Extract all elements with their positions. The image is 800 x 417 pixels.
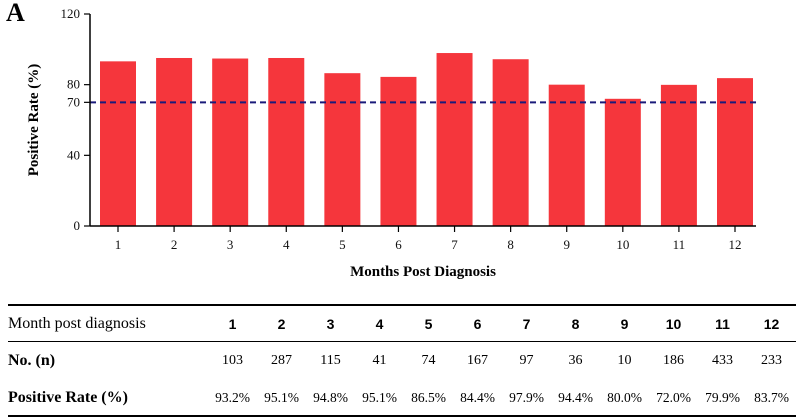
table-header-row: Month post diagnosis 1 2 3 4 5 6 7 8 9 10 11 12 bbox=[8, 304, 796, 342]
panel-label: A bbox=[6, 0, 25, 27]
bar bbox=[212, 58, 249, 226]
rate-cell: 84.4% bbox=[453, 380, 502, 417]
rate-cell: 94.4% bbox=[551, 380, 600, 417]
month-cell: 2 bbox=[257, 304, 306, 342]
n-cell: 433 bbox=[712, 353, 733, 368]
n-cell: 186 bbox=[663, 353, 684, 368]
month-cell: 12 bbox=[747, 304, 796, 342]
rate-cell: 83.7% bbox=[747, 380, 796, 417]
month-cell: 10 bbox=[649, 304, 698, 342]
x-tick-label: 11 bbox=[673, 237, 686, 252]
rate-row-label: Positive Rate (%) bbox=[8, 380, 208, 417]
y-tick-label: 70 bbox=[67, 94, 80, 109]
y-axis-title: Positive Rate (%) bbox=[26, 64, 42, 176]
bar bbox=[660, 84, 697, 227]
month-cell: 7 bbox=[502, 304, 551, 342]
bar bbox=[548, 84, 585, 227]
n-cell: 103 bbox=[222, 353, 243, 368]
month-cell: 9 bbox=[600, 304, 649, 342]
n-cell: 233 bbox=[761, 353, 782, 368]
n-cell: 115 bbox=[320, 353, 341, 368]
month-cell: 5 bbox=[404, 304, 453, 342]
bar bbox=[268, 57, 305, 226]
x-tick-label: 3 bbox=[227, 237, 234, 252]
n-cell: 167 bbox=[467, 353, 488, 368]
n-cell: 36 bbox=[568, 353, 583, 368]
y-tick-label: 40 bbox=[67, 147, 80, 162]
rate-cell: 97.9% bbox=[502, 380, 551, 417]
x-tick-label: 2 bbox=[171, 237, 178, 252]
bar bbox=[100, 61, 136, 227]
x-tick-label: 8 bbox=[507, 237, 514, 252]
rate-cell: 80.0% bbox=[600, 380, 649, 417]
rate-cell: 86.5% bbox=[404, 380, 453, 417]
x-tick-label: 5 bbox=[339, 237, 346, 252]
y-tick-label: 120 bbox=[61, 6, 81, 21]
table-row-n: No. (n) 103 287 115 41 74 167 97 36 10 186 433 233 bbox=[8, 342, 796, 381]
n-cell: 41 bbox=[372, 353, 387, 368]
x-axis-title: Months Post Diagnosis bbox=[350, 264, 496, 280]
month-cell: 6 bbox=[453, 304, 502, 342]
n-cell: 97 bbox=[519, 353, 534, 368]
y-tick-label: 0 bbox=[74, 218, 81, 233]
bar bbox=[436, 53, 473, 226]
month-cell: 3 bbox=[306, 304, 355, 342]
y-tick-label: 80 bbox=[67, 77, 80, 92]
rate-cell: 94.8% bbox=[306, 380, 355, 417]
n-cell: 10 bbox=[617, 353, 632, 368]
rate-cell: 95.1% bbox=[355, 380, 404, 417]
table-header-label: Month post diagnosis bbox=[8, 304, 208, 342]
month-cell: 11 bbox=[698, 304, 747, 342]
x-tick-label: 6 bbox=[395, 237, 402, 252]
month-cell: 4 bbox=[355, 304, 404, 342]
bar bbox=[492, 59, 529, 226]
month-cell: 1 bbox=[208, 304, 257, 342]
x-tick-label: 4 bbox=[283, 237, 290, 252]
bar bbox=[717, 78, 753, 226]
bar bbox=[604, 98, 641, 226]
month-cell: 8 bbox=[551, 304, 600, 342]
rate-cell: 79.9% bbox=[698, 380, 747, 417]
x-tick-label: 9 bbox=[563, 237, 570, 252]
bar bbox=[324, 73, 361, 226]
table-row-rate: Positive Rate (%) 93.2% 95.1% 94.8% 95.1% 86… bbox=[8, 380, 796, 417]
summary-table: Month post diagnosis 1 2 3 4 5 6 7 8 9 10 11 12 No.… bbox=[8, 304, 796, 417]
bar bbox=[380, 76, 417, 226]
x-tick-label: 7 bbox=[451, 237, 458, 252]
x-tick-label: 12 bbox=[729, 237, 742, 252]
n-row-label: No. (n) bbox=[8, 352, 56, 369]
n-cell: 74 bbox=[421, 353, 436, 368]
bar bbox=[156, 57, 193, 226]
n-cell: 287 bbox=[271, 353, 292, 368]
x-tick-label: 1 bbox=[115, 237, 122, 252]
rate-cell: 72.0% bbox=[649, 380, 698, 417]
rate-cell: 93.2% bbox=[208, 380, 257, 417]
rate-cell: 95.1% bbox=[257, 380, 306, 417]
x-tick-label: 10 bbox=[616, 237, 629, 252]
